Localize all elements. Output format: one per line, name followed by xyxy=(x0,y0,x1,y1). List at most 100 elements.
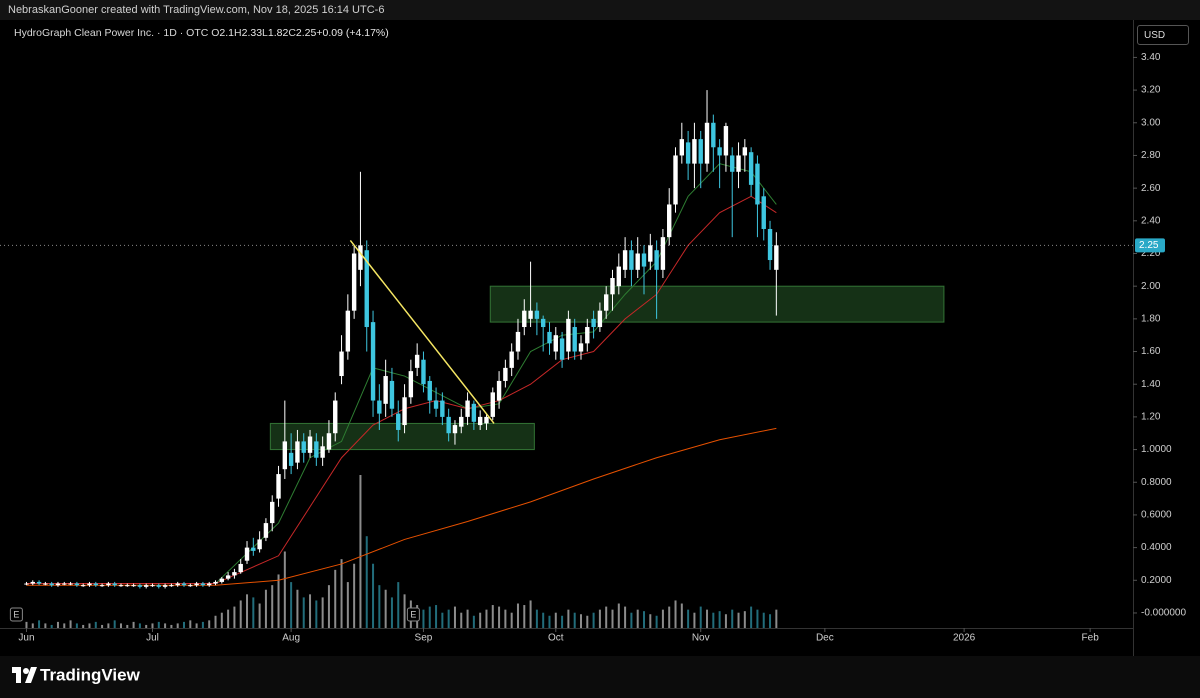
candle-body xyxy=(673,155,678,205)
candle-body xyxy=(207,583,212,586)
volume-bar xyxy=(302,597,305,628)
candle-body xyxy=(427,380,432,401)
x-tick-label: Oct xyxy=(548,633,564,644)
candle-body xyxy=(717,147,722,156)
volume-bar xyxy=(762,612,765,628)
candle-body xyxy=(648,245,653,262)
candle-body xyxy=(112,583,117,586)
volume-bar xyxy=(403,594,406,628)
volume-bar xyxy=(227,609,230,628)
candle-body xyxy=(685,142,691,164)
volume-bar xyxy=(498,606,501,628)
candle-body xyxy=(251,547,256,551)
candle-body xyxy=(36,581,42,584)
ohlc-label: H xyxy=(234,27,242,39)
candle-body xyxy=(748,152,754,185)
volume-bar xyxy=(769,614,772,628)
brand: TradingView xyxy=(40,665,141,684)
y-tick-label: 2.40 xyxy=(1141,215,1161,226)
legend-header: HydroGraph Clean Power Inc. · 1D · OTC O… xyxy=(14,27,389,39)
candle-body xyxy=(30,581,35,584)
volume-bar xyxy=(334,569,337,628)
volume-bar xyxy=(592,612,595,628)
candle-body xyxy=(704,122,710,164)
candle-body xyxy=(118,585,124,587)
volume-bar xyxy=(453,606,456,628)
event-marker xyxy=(9,607,23,622)
volume-bar xyxy=(491,605,494,628)
candle-body xyxy=(339,351,344,377)
volume-bar xyxy=(510,612,513,628)
attribution: NebraskanGooner created with TradingView… xyxy=(0,0,1200,20)
volume-bar xyxy=(655,615,658,628)
y-tick-label: 0.6000 xyxy=(1141,510,1172,521)
volume-bar xyxy=(579,614,582,628)
y-tick-label: 1.40 xyxy=(1141,379,1161,390)
candle-body xyxy=(333,400,338,434)
volume-bar xyxy=(309,594,312,628)
volume-bar xyxy=(290,582,293,628)
volume-bar xyxy=(82,624,85,628)
candle-body xyxy=(603,294,609,311)
candle-body xyxy=(421,359,426,385)
volume-bar xyxy=(157,621,160,628)
chart: 3.40 3.20 3.00 2.80 2.60 2.40 2.20 2.00 1.80 1.60… xyxy=(0,20,1186,656)
candle-body xyxy=(370,322,376,401)
volume-bar xyxy=(327,585,330,628)
y-tick-label: 0.4000 xyxy=(1141,542,1172,553)
candle-body xyxy=(326,433,332,450)
candle-body xyxy=(24,583,29,585)
volume-bar xyxy=(189,620,192,628)
candle-body xyxy=(238,563,243,573)
volume-bar xyxy=(548,615,551,628)
volume-bar xyxy=(472,615,475,628)
candle-body xyxy=(276,474,281,499)
y-tick-label: 2.60 xyxy=(1141,183,1161,194)
candle-body xyxy=(194,583,199,586)
ohlc-value: 2.1 xyxy=(219,27,235,39)
candle-body xyxy=(414,354,420,368)
candle-body xyxy=(459,416,464,427)
volume-bar xyxy=(535,609,538,628)
volume-bar xyxy=(94,621,97,628)
candle-body xyxy=(522,310,527,328)
candle-body xyxy=(282,441,288,470)
candle-body xyxy=(585,327,590,344)
volume-bar xyxy=(56,621,59,628)
volume-bar xyxy=(756,609,759,628)
candle-body xyxy=(692,139,697,164)
candle-body xyxy=(162,585,168,587)
candle-body xyxy=(150,585,155,587)
volume-bar xyxy=(384,589,387,628)
candle-body xyxy=(263,523,269,538)
x-tick-label: Jul xyxy=(146,633,159,644)
volume-bar xyxy=(554,612,557,628)
y-tick-label: 0.8000 xyxy=(1141,477,1172,488)
candle-body xyxy=(396,413,401,430)
volume-bar xyxy=(44,623,47,628)
candle-body xyxy=(629,250,634,270)
currency-button[interactable]: USD xyxy=(1137,25,1189,45)
volume-bar xyxy=(69,620,72,628)
volume-bar xyxy=(183,621,186,628)
y-tick-label: 3.40 xyxy=(1141,52,1161,63)
x-tick-label: Nov xyxy=(692,633,710,644)
candle-body xyxy=(711,122,716,148)
volume-bar xyxy=(441,612,444,628)
logo-shape xyxy=(25,667,37,683)
volume-bar xyxy=(151,623,154,628)
x-tick-label: Sep xyxy=(415,633,433,644)
candle-body xyxy=(553,335,558,352)
candle-body xyxy=(314,441,319,458)
candle-body xyxy=(200,583,206,586)
volume-bar xyxy=(138,623,141,628)
volume-bar xyxy=(561,615,564,628)
candle-body xyxy=(219,578,225,582)
volume-bar xyxy=(170,624,173,628)
volume-bar xyxy=(649,614,652,628)
volume-bar xyxy=(636,609,639,628)
y-tick-label: 3.00 xyxy=(1141,117,1161,128)
volume-bar xyxy=(573,612,576,628)
candle-body xyxy=(68,583,73,585)
volume-bar xyxy=(239,600,242,628)
